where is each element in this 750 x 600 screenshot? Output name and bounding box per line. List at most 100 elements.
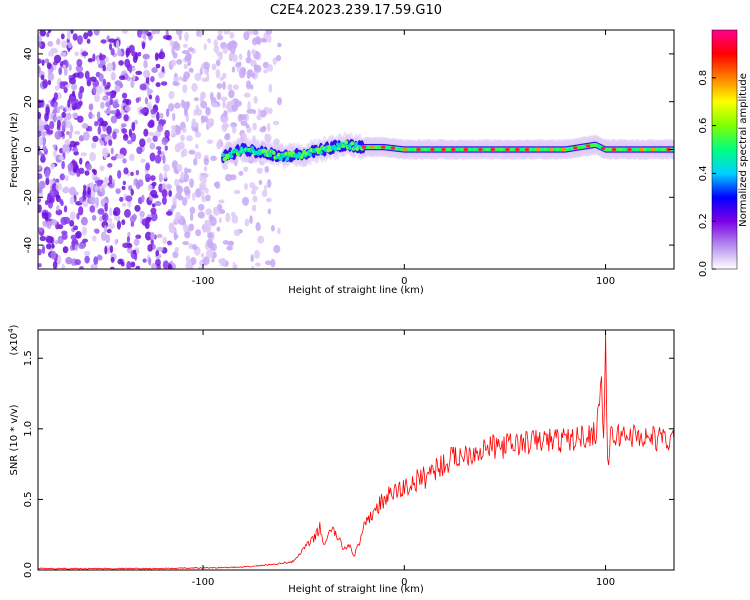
noise-blob xyxy=(53,149,57,158)
ridge-peak xyxy=(515,147,520,152)
noise-blob xyxy=(75,230,82,239)
snr-multiplier-base: (x10 xyxy=(9,333,20,356)
noise-blob xyxy=(121,123,127,128)
noise-blob xyxy=(97,208,105,215)
noise-blob xyxy=(216,141,223,150)
noise-blob xyxy=(69,140,77,148)
y-tick-label: -40 xyxy=(23,237,34,253)
noise-blob xyxy=(232,84,240,90)
noise-blob xyxy=(78,242,86,250)
noise-blob xyxy=(176,163,183,172)
noise-blob xyxy=(106,62,114,72)
noise-blob xyxy=(214,181,221,189)
noise-blob xyxy=(147,184,153,192)
noise-blob xyxy=(254,249,260,259)
noise-blob xyxy=(260,109,267,118)
noise-blob xyxy=(206,72,210,82)
noise-blob xyxy=(187,47,194,52)
noise-blob xyxy=(262,125,267,131)
noise-blob xyxy=(61,40,67,49)
noise-blob xyxy=(83,184,87,190)
noise-blob xyxy=(229,53,235,60)
noise-blob xyxy=(268,83,273,93)
noise-blob xyxy=(180,134,185,142)
noise-blob xyxy=(165,211,173,216)
noise-blob xyxy=(118,60,124,66)
noise-blob xyxy=(253,63,258,72)
noise-blob xyxy=(38,111,42,120)
noise-blob xyxy=(127,231,131,237)
noise-blob xyxy=(103,176,109,185)
noise-blob xyxy=(88,103,94,111)
y-tick-label: 0 xyxy=(23,146,34,152)
noise-blob xyxy=(87,30,93,37)
noise-blob xyxy=(168,189,173,198)
noise-blob xyxy=(69,186,77,196)
noise-blob xyxy=(74,102,82,110)
noise-blob xyxy=(121,92,128,99)
noise-blob xyxy=(74,51,80,57)
noise-blob xyxy=(126,260,132,269)
noise-blob xyxy=(216,83,223,89)
noise-blob xyxy=(41,244,46,255)
noise-blob xyxy=(151,67,158,73)
noise-blob xyxy=(264,184,268,191)
noise-blob xyxy=(186,52,192,61)
ridge-peak xyxy=(490,147,496,152)
noise-blob xyxy=(92,263,99,269)
noise-blob xyxy=(62,186,70,194)
noise-blob xyxy=(109,110,117,115)
ridge-peak xyxy=(441,147,446,152)
noise-blob xyxy=(252,122,257,131)
noise-blob xyxy=(139,138,146,148)
noise-blob xyxy=(83,250,91,257)
noise-blob xyxy=(173,76,180,83)
noise-blob xyxy=(110,71,116,81)
noise-blob xyxy=(118,75,126,81)
noise-blob xyxy=(47,79,52,86)
noise-blob xyxy=(246,69,251,80)
noise-blob xyxy=(222,240,230,245)
noise-blob xyxy=(135,265,141,269)
noise-blob xyxy=(160,81,168,86)
noise-blob xyxy=(40,99,45,108)
noise-blob xyxy=(87,58,93,63)
noise-blob xyxy=(38,58,42,65)
noise-blob xyxy=(56,38,61,46)
noise-blob xyxy=(70,95,76,106)
noise-blob xyxy=(74,244,79,251)
noise-blob xyxy=(134,204,141,212)
noise-blob xyxy=(191,83,198,92)
noise-blob xyxy=(202,256,210,266)
noise-blob xyxy=(108,139,113,147)
noise-blob xyxy=(147,121,155,129)
noise-blob xyxy=(81,123,89,129)
noise-blob xyxy=(217,30,223,36)
noise-blob xyxy=(38,165,42,171)
noise-blob xyxy=(182,223,189,233)
noise-blob xyxy=(108,43,113,51)
noise-blob xyxy=(146,102,152,111)
noise-blob xyxy=(95,196,99,207)
noise-blob xyxy=(47,72,55,81)
ridge-core xyxy=(317,147,322,152)
noise-blob xyxy=(213,45,220,54)
noise-blob xyxy=(42,79,49,89)
noise-blob xyxy=(174,247,180,253)
noise-blob xyxy=(234,264,238,269)
noise-blob xyxy=(101,212,109,222)
noise-blob xyxy=(46,221,52,230)
noise-blob xyxy=(175,184,181,192)
noise-blob xyxy=(127,199,132,208)
noise-blob xyxy=(122,180,126,186)
noise-blob xyxy=(110,115,118,124)
noise-blob xyxy=(124,59,130,67)
noise-blob xyxy=(149,142,156,150)
noise-blob xyxy=(58,155,64,161)
noise-blob xyxy=(189,206,196,215)
noise-blob xyxy=(67,41,72,49)
noise-blob xyxy=(243,31,250,41)
noise-blob xyxy=(112,131,117,140)
x-tick-label: 100 xyxy=(596,577,615,588)
noise-blob xyxy=(187,61,191,67)
